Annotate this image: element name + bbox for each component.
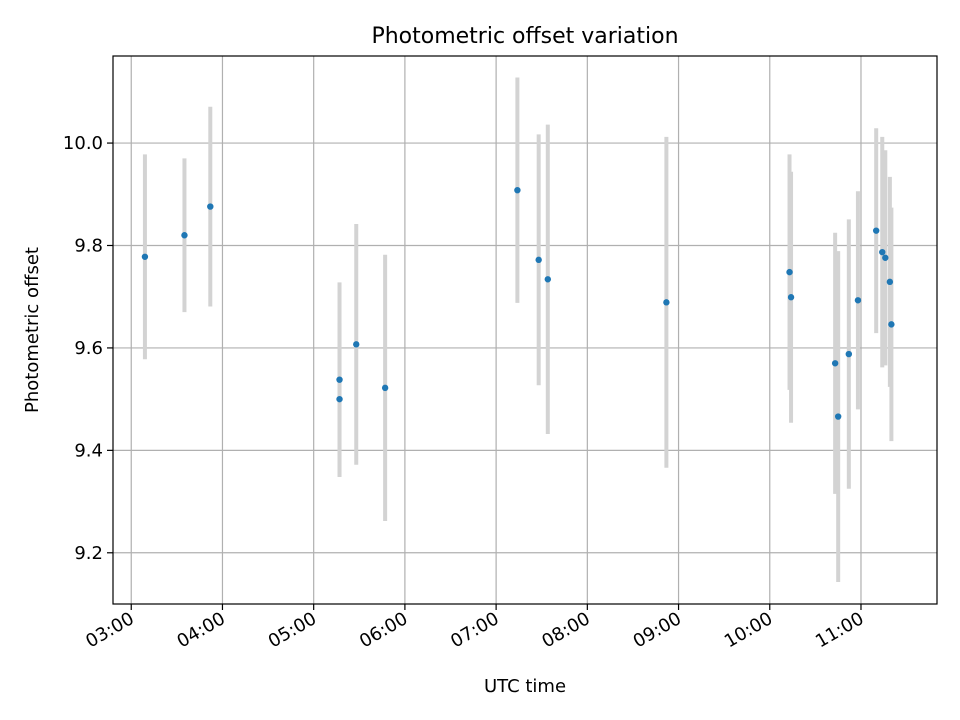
data-point [879,248,886,256]
data-point [336,376,343,383]
y-tick-label: 9.2 [74,543,103,564]
data-point [207,203,214,210]
data-points [141,186,895,420]
data-point [854,297,862,304]
y-tick-label: 9.4 [74,440,103,461]
data-point [544,276,552,283]
chart-title: Photometric offset variation [371,24,678,49]
data-point [353,341,360,348]
data-point [181,232,188,239]
data-point [845,350,853,358]
data-point [872,227,880,234]
y-axis-label: Photometric offset [22,247,43,413]
data-point [514,186,521,194]
data-point [663,299,670,306]
data-point [834,413,842,420]
y-tick-label: 9.6 [74,338,103,359]
data-point [381,384,389,392]
plot-area-frame [112,55,938,605]
data-point [831,360,839,367]
y-tick-label: 9.8 [74,235,103,256]
data-point [787,294,795,301]
y-tick-label: 10.0 [63,133,103,154]
x-axis-label: UTC time [484,676,566,697]
data-point [336,395,343,403]
grid [113,56,937,604]
data-point [886,278,894,286]
data-point [786,268,793,276]
data-point [888,321,895,328]
data-point [141,253,149,260]
data-point [535,256,542,264]
data-point [882,254,889,261]
